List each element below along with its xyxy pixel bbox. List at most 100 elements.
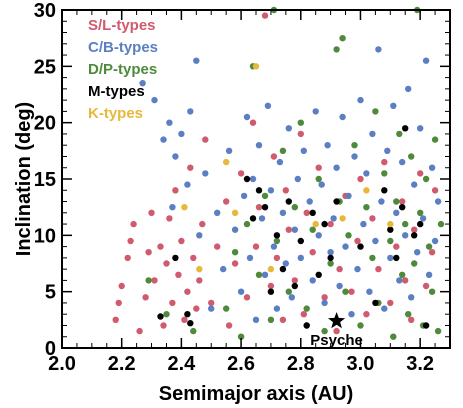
data-point bbox=[252, 63, 260, 70]
y-tick-label: 20 bbox=[34, 113, 56, 135]
data-point bbox=[273, 305, 281, 312]
data-point bbox=[261, 192, 269, 200]
data-point bbox=[414, 249, 421, 256]
data-point bbox=[273, 254, 281, 262]
data-point bbox=[267, 288, 275, 295]
series-d-p-typesgroup bbox=[145, 6, 445, 340]
data-point bbox=[214, 209, 221, 216]
data-point bbox=[169, 204, 176, 211]
data-point bbox=[363, 170, 370, 177]
data-point bbox=[422, 175, 430, 183]
data-point bbox=[285, 226, 292, 233]
data-point bbox=[405, 311, 412, 318]
data-point bbox=[157, 313, 164, 320]
data-point bbox=[160, 322, 167, 329]
x-tick-label: 2.4 bbox=[167, 353, 196, 375]
data-point bbox=[202, 136, 209, 143]
data-point bbox=[267, 316, 275, 323]
data-point bbox=[431, 237, 439, 245]
data-point bbox=[223, 305, 230, 312]
data-point bbox=[384, 147, 391, 154]
data-point bbox=[387, 237, 394, 245]
data-point bbox=[172, 153, 179, 160]
data-point bbox=[393, 198, 400, 205]
data-point bbox=[333, 46, 340, 53]
data-point bbox=[333, 164, 340, 171]
data-point bbox=[181, 204, 188, 211]
data-point bbox=[315, 232, 322, 239]
data-point bbox=[327, 220, 334, 228]
data-point bbox=[279, 316, 287, 323]
data-point bbox=[425, 243, 433, 250]
data-point bbox=[408, 153, 415, 160]
data-point bbox=[402, 277, 409, 284]
data-point bbox=[231, 209, 239, 216]
data-point bbox=[258, 215, 266, 222]
data-point bbox=[402, 232, 409, 239]
data-point bbox=[273, 237, 281, 245]
data-point bbox=[411, 226, 418, 233]
data-point bbox=[321, 220, 328, 228]
data-point bbox=[184, 288, 191, 295]
data-point bbox=[169, 299, 176, 307]
data-point bbox=[309, 277, 316, 284]
psyche-star-icon bbox=[328, 312, 346, 329]
annotations: Psyche bbox=[310, 312, 363, 349]
data-point bbox=[327, 249, 334, 256]
data-point bbox=[411, 232, 418, 239]
data-point bbox=[243, 175, 251, 183]
data-point bbox=[282, 260, 289, 267]
data-point bbox=[288, 294, 295, 301]
data-point bbox=[390, 102, 397, 110]
data-point bbox=[428, 288, 436, 295]
data-point bbox=[166, 215, 173, 222]
axis-ticks: 2.0 2.2 2.4 2.6 2.8 3.0 3.2 0 5 10 15 20 25 30 bbox=[34, 0, 451, 375]
data-point bbox=[261, 271, 269, 278]
data-point bbox=[130, 220, 137, 228]
data-point bbox=[393, 243, 400, 250]
data-point bbox=[327, 260, 334, 267]
data-point bbox=[297, 237, 304, 245]
data-point bbox=[303, 209, 310, 216]
data-point bbox=[151, 277, 158, 284]
data-point bbox=[208, 305, 215, 312]
x-axis-title: Semimajor axis (AU) bbox=[159, 383, 354, 405]
data-point bbox=[261, 12, 269, 19]
data-point bbox=[267, 282, 275, 290]
y-tick-label: 10 bbox=[34, 225, 56, 247]
data-point bbox=[318, 181, 325, 188]
data-point bbox=[231, 260, 239, 267]
data-point bbox=[297, 119, 304, 126]
data-point bbox=[354, 265, 361, 273]
legend-entry: C/B-types bbox=[88, 39, 158, 56]
data-point bbox=[372, 237, 379, 245]
data-point bbox=[357, 175, 364, 183]
data-point bbox=[354, 237, 361, 245]
data-point bbox=[190, 254, 197, 262]
data-point bbox=[351, 153, 358, 160]
data-point bbox=[321, 327, 328, 335]
data-point bbox=[142, 294, 149, 301]
data-point bbox=[402, 125, 409, 132]
data-point bbox=[393, 254, 400, 262]
data-point bbox=[339, 113, 346, 121]
data-point bbox=[112, 316, 119, 323]
data-point bbox=[255, 187, 263, 194]
data-point bbox=[291, 277, 298, 284]
legend-entry: S/L-types bbox=[88, 17, 156, 34]
data-point bbox=[339, 215, 346, 222]
data-point bbox=[309, 209, 316, 216]
data-point bbox=[312, 220, 319, 228]
x-tick-label: 3.0 bbox=[347, 353, 375, 375]
data-point bbox=[261, 204, 269, 211]
data-point bbox=[175, 271, 182, 278]
data-point bbox=[231, 226, 239, 233]
data-point bbox=[369, 130, 376, 138]
data-point bbox=[399, 198, 406, 205]
data-point bbox=[231, 249, 239, 256]
data-point bbox=[369, 254, 376, 262]
data-point bbox=[342, 243, 349, 250]
data-point bbox=[172, 187, 179, 194]
data-point bbox=[267, 187, 275, 194]
